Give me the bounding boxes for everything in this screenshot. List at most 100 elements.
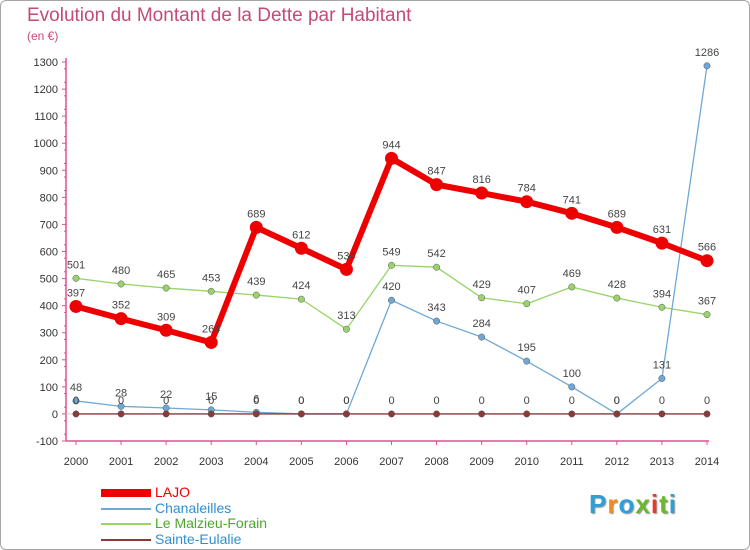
data-point	[249, 220, 263, 234]
y-tick-label: 1100	[34, 111, 58, 123]
data-point	[117, 410, 125, 418]
data-point	[252, 291, 260, 299]
data-label: 309	[157, 311, 175, 323]
y-tick-label: 500	[40, 274, 58, 286]
y-tick-label: 1200	[34, 84, 58, 96]
data-label: 28	[115, 387, 127, 399]
data-label: 0	[479, 395, 485, 407]
data-label: 0	[388, 395, 394, 407]
data-point	[433, 263, 441, 271]
data-label: 195	[518, 342, 536, 354]
data-point	[658, 375, 666, 382]
data-label: 22	[160, 389, 172, 401]
data-point	[430, 178, 444, 192]
data-label: 0	[73, 395, 79, 407]
data-label: 534	[337, 250, 355, 262]
data-point	[204, 335, 218, 349]
data-label: 542	[427, 248, 445, 260]
data-label: 264	[202, 323, 220, 335]
legend-label: Chanaleilles	[155, 499, 232, 516]
data-point	[565, 206, 579, 220]
data-point	[523, 357, 531, 365]
x-tick-label: 2001	[109, 456, 133, 468]
data-label: 313	[337, 310, 355, 322]
data-point	[388, 261, 395, 269]
data-label: 352	[112, 300, 130, 312]
data-label: 784	[518, 183, 536, 195]
data-label: 284	[472, 318, 490, 330]
legend-swatch	[101, 538, 151, 541]
y-tick-label: 1300	[34, 57, 58, 69]
y-tick-label: -100	[36, 436, 58, 448]
data-point	[252, 410, 260, 418]
data-point	[475, 186, 489, 200]
line-chart: -100010020030040050060070080090010001100…	[34, 47, 720, 468]
brand-letter: r	[607, 489, 619, 519]
data-point	[207, 410, 215, 418]
data-label: 453	[202, 272, 220, 284]
x-tick-label: 2005	[289, 456, 313, 468]
y-unit-label: (en €)	[27, 29, 59, 43]
data-label: 612	[292, 229, 310, 241]
data-point	[297, 295, 305, 303]
x-tick-label: 2007	[379, 456, 403, 468]
data-point	[294, 241, 308, 255]
data-point	[72, 274, 80, 282]
data-point	[117, 402, 125, 410]
data-point	[385, 151, 398, 165]
data-label: 0	[343, 395, 349, 407]
data-label: 1286	[695, 47, 719, 59]
y-tick-label: 400	[40, 301, 58, 313]
data-point	[159, 323, 173, 337]
y-tick-label: 800	[40, 192, 58, 204]
x-tick-label: 2012	[605, 456, 629, 468]
brand-letter: o	[618, 489, 636, 519]
x-tick-label: 2011	[560, 456, 584, 468]
data-label: 0	[208, 395, 214, 407]
data-label: 100	[563, 368, 581, 380]
data-point	[703, 311, 711, 319]
brand-letter: i	[668, 489, 677, 519]
brand-letter: i	[650, 489, 660, 519]
legend-label: Sainte-Eulalie	[155, 530, 242, 547]
data-point	[523, 300, 531, 308]
data-point	[568, 410, 576, 418]
data-point	[658, 410, 666, 418]
data-label: 631	[653, 224, 671, 236]
data-point	[433, 317, 441, 325]
data-point	[342, 325, 350, 333]
data-point	[568, 283, 576, 291]
legend-label: LAJO	[155, 484, 191, 500]
data-label: 0	[569, 395, 575, 407]
data-point	[658, 303, 666, 311]
x-tick-label: 2010	[514, 456, 538, 468]
data-label: 6	[253, 393, 259, 405]
data-label: 944	[382, 139, 400, 151]
data-label: 469	[563, 268, 581, 280]
data-point	[297, 410, 305, 418]
data-label: 741	[563, 194, 581, 206]
x-tick-label: 2002	[154, 456, 178, 468]
data-point	[69, 299, 83, 313]
y-tick-label: 200	[40, 355, 58, 367]
data-label: 394	[653, 288, 671, 300]
data-point	[703, 62, 711, 70]
data-label: 0	[298, 395, 304, 407]
data-label: 343	[427, 302, 445, 314]
data-point	[523, 410, 531, 418]
data-point	[700, 254, 714, 268]
data-label: 480	[112, 265, 130, 277]
y-tick-label: 700	[40, 219, 58, 231]
data-label: 0	[434, 395, 440, 407]
data-point	[162, 410, 170, 418]
y-tick-label: 600	[40, 247, 58, 259]
data-label: 0	[614, 395, 620, 407]
data-label: 131	[653, 359, 671, 371]
data-point	[655, 236, 669, 250]
data-label: 0	[659, 395, 665, 407]
data-label: 501	[67, 259, 85, 271]
data-point	[703, 410, 711, 418]
data-point	[613, 294, 621, 302]
data-label: 0	[118, 395, 124, 407]
data-label: 439	[247, 276, 265, 288]
